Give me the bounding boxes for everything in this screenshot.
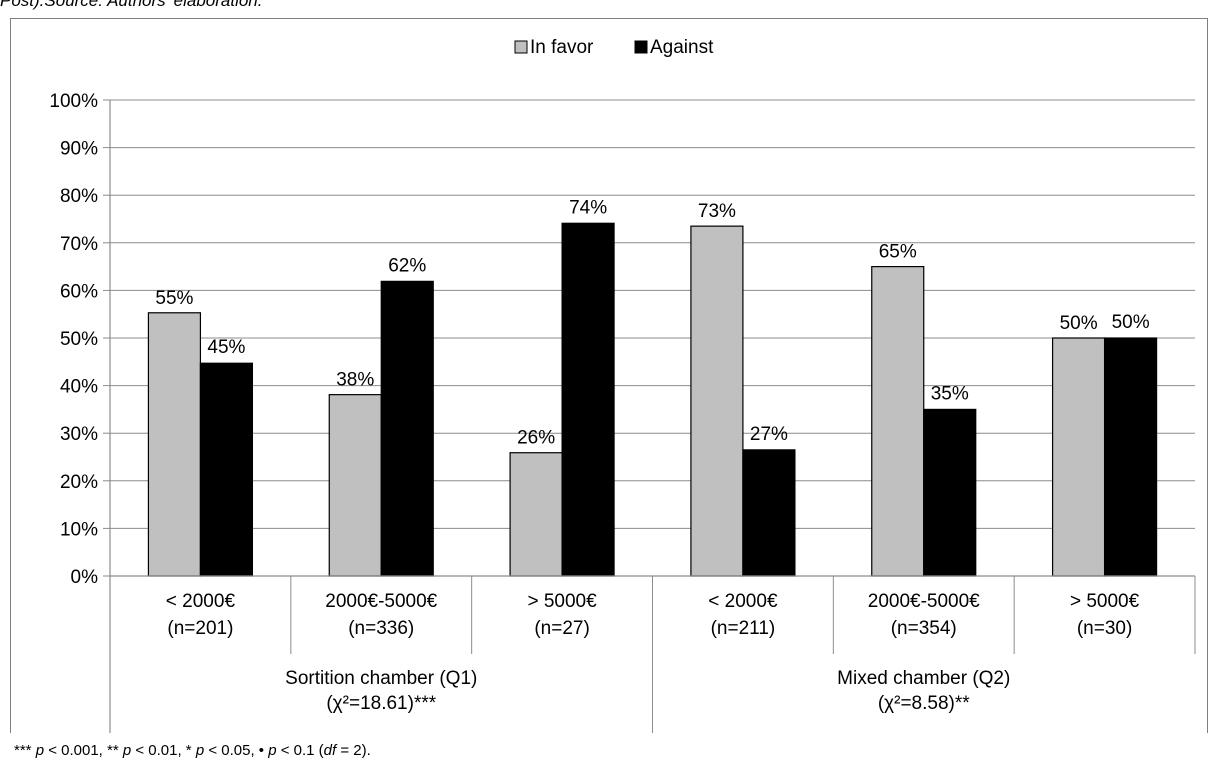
bar xyxy=(147,312,202,577)
bar xyxy=(199,362,254,577)
group-label: (χ²=18.61)*** xyxy=(326,693,436,714)
y-tick-label: 100% xyxy=(49,91,98,112)
group-label: Sortition chamber (Q1) xyxy=(285,668,477,689)
data-label: 50% xyxy=(1112,312,1150,333)
bar xyxy=(561,222,615,577)
x-tick-label: 2000€-5000€ xyxy=(868,591,980,612)
y-tick-label: 80% xyxy=(60,186,98,207)
x-axis: < 2000€ (n=201) 2000€-5000€ (n=336) > 5000€ (… xyxy=(109,100,1196,733)
data-label: 55% xyxy=(155,288,193,309)
y-axis-ticks: 0% 10% 20% 30% 40% 50% 60% 70% 80% 90% 100% xyxy=(49,91,110,588)
y-tick-label: 40% xyxy=(60,377,98,398)
y-tick-label: 10% xyxy=(60,519,98,540)
y-tick-label: 20% xyxy=(60,472,98,493)
data-labels: 55% 45% 38% 62% 26% 74% 73% 27% 65% 35% 50% 50% xyxy=(155,197,1149,448)
y-tick-label: 60% xyxy=(60,281,98,302)
x-tick-label: (n=336) xyxy=(348,618,414,639)
x-tick-label: (n=211) xyxy=(711,618,776,639)
data-label: 35% xyxy=(931,383,969,404)
data-label: 45% xyxy=(207,337,245,358)
bars xyxy=(147,222,1158,577)
data-label: 62% xyxy=(388,255,426,276)
data-label: 27% xyxy=(750,424,788,445)
legend-swatch xyxy=(514,40,528,54)
x-tick-label: > 5000€ xyxy=(527,591,597,612)
data-label: 50% xyxy=(1060,313,1098,334)
bar xyxy=(328,394,382,577)
x-tick-label: < 2000€ xyxy=(708,591,778,612)
x-tick-label: > 5000€ xyxy=(1070,591,1140,612)
bar xyxy=(1103,337,1158,577)
legend-label: Against xyxy=(650,37,714,58)
bar xyxy=(871,266,925,577)
x-tick-label: (n=27) xyxy=(534,618,589,639)
y-tick-label: 30% xyxy=(60,424,98,445)
y-tick-label: 70% xyxy=(60,234,98,255)
data-label: 26% xyxy=(517,428,555,449)
y-tick-label: 0% xyxy=(71,567,99,588)
data-label: 74% xyxy=(569,197,607,218)
y-tick-label: 50% xyxy=(60,329,98,350)
group-label: Mixed chamber (Q2) xyxy=(837,668,1010,689)
significance-footnote: *** p < 0.001, ** p < 0.01, * p < 0.05, … xyxy=(14,742,371,759)
x-tick-label: (n=30) xyxy=(1077,618,1132,639)
group-label: (χ²=8.58)** xyxy=(878,693,970,714)
x-tick-label: (n=201) xyxy=(167,618,233,639)
gridlines xyxy=(110,99,1195,529)
legend-swatch xyxy=(634,40,648,54)
bar xyxy=(509,452,563,577)
chart-legend: In favor Against xyxy=(514,37,714,58)
x-tick-label: (n=354) xyxy=(891,618,957,639)
bar xyxy=(742,449,796,577)
bar xyxy=(1051,337,1106,577)
bar xyxy=(380,280,434,577)
chart-frame xyxy=(10,18,1208,733)
y-tick-label: 90% xyxy=(60,139,98,160)
data-label: 73% xyxy=(698,201,736,222)
data-label: 65% xyxy=(879,242,917,263)
x-tick-label: < 2000€ xyxy=(166,591,236,612)
bar xyxy=(923,408,977,577)
bar xyxy=(690,225,744,577)
figure-caption: Post).Source: Authors' elaboration. xyxy=(0,0,263,10)
legend-label: In favor xyxy=(530,37,594,58)
data-label: 38% xyxy=(336,370,374,391)
x-tick-label: 2000€-5000€ xyxy=(325,591,437,612)
